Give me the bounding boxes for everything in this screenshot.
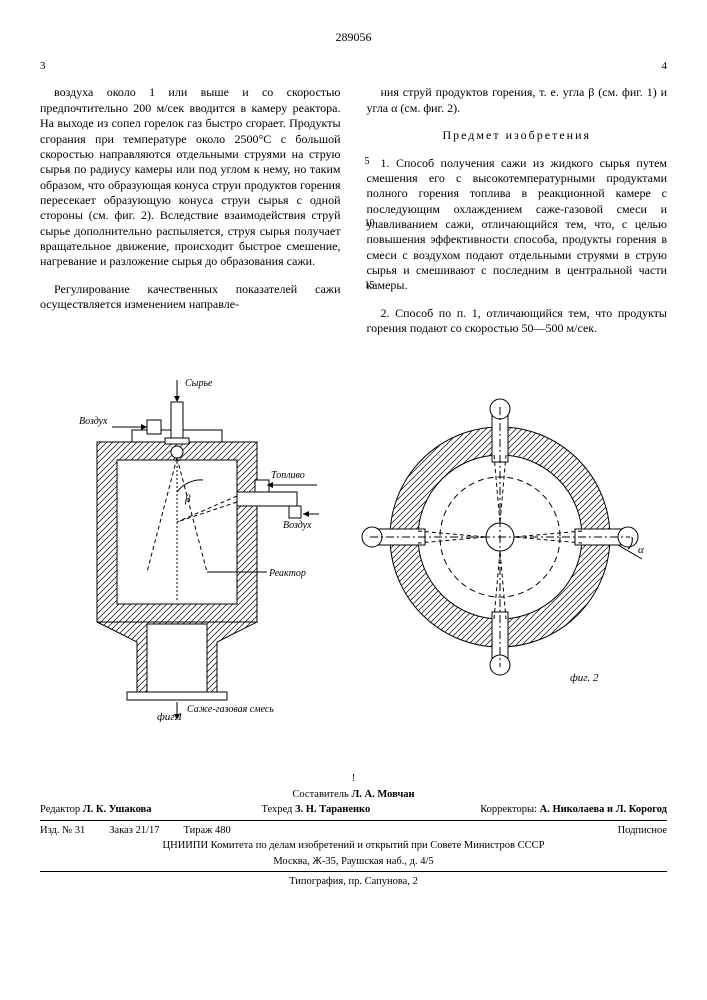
line-number: 5 [351,156,370,169]
angle-beta-label: β [184,493,191,505]
air-label: Воздух [283,520,312,531]
figure-caption: фиг. 2 [570,672,599,684]
claim-text: 1. Способ получения сажи из жидкого сырь… [367,156,668,293]
figure-caption: фиг.1 [157,711,183,722]
divider [40,820,667,821]
claim-paragraph: 2. Способ по п. 1, отличающийся тем, что… [367,306,668,337]
figures-block: β Сырье Воздух Топливо Воздух Реактор Са… [40,372,667,722]
page-mark-left: 3 [40,59,341,73]
org-line: ЦНИИПИ Комитета по делам изобретений и о… [40,839,667,852]
body-paragraph: Регулирование качественных показателей с… [40,282,341,313]
body-paragraph: ния струй продуктов горения, т. е. угла … [367,85,668,116]
outlet-label: Саже-газовая смесь [187,704,274,715]
angle-alpha-label: α [638,544,644,556]
left-column: 3 воздуха около 1 или выше и со скорость… [40,59,341,348]
line-number: 15 [351,280,375,293]
reactor-label: Реактор [268,568,306,579]
typography-line: Типография, пр. Сапунова, 2 [40,875,667,888]
figure-1: β Сырье Воздух Топливо Воздух Реактор Са… [57,372,327,722]
claim-paragraph: 5 10 15 1. Способ получения сажи из жидк… [367,156,668,294]
air-label: Воздух [79,416,108,427]
credits-row: Редактор Л. К. Ушакова Техред З. Н. Тара… [40,803,667,816]
publication-row: Изд. № 31 Заказ 21/17 Тираж 480 Подписно… [40,824,667,837]
line-number: 10 [351,218,375,231]
imprint-footer: ! Составитель Л. А. Мовчан Редактор Л. К… [40,772,667,888]
feed-label: Сырье [185,378,213,389]
right-column: 4 ния струй продуктов горения, т. е. угл… [367,59,668,348]
compiler-line: Составитель Л. А. Мовчан [40,788,667,801]
page-mark-right: 4 [367,59,668,73]
body-paragraph: воздуха около 1 или выше и со скоростью … [40,85,341,269]
text-columns: 3 воздуха около 1 или выше и со скорость… [40,59,667,348]
document-number: 289056 [40,30,667,45]
address-line: Москва, Ж-35, Раушская наб., д. 4/5 [40,855,667,868]
divider [40,871,667,872]
figure-2: α фиг. 2 [350,397,650,697]
claims-heading: Предмет изобретения [367,128,668,143]
fuel-label: Топливо [271,470,305,481]
